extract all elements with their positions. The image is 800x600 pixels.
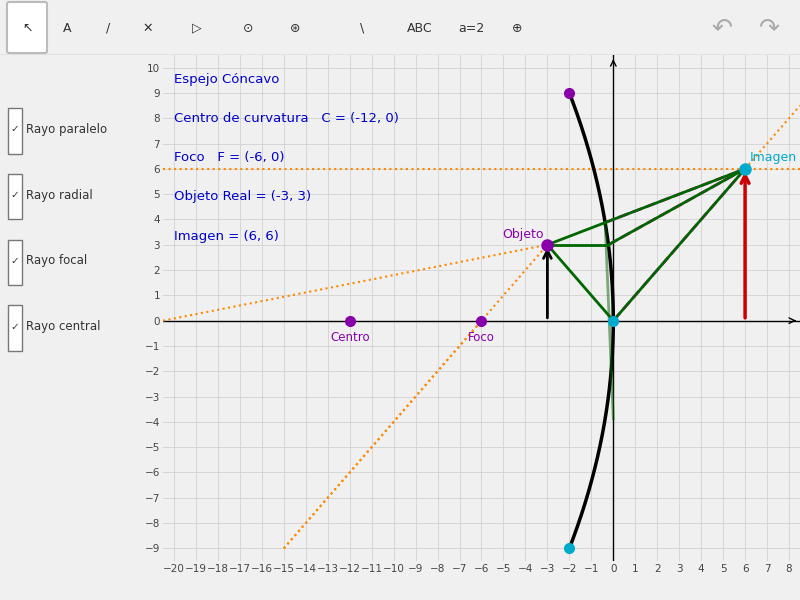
Text: A: A — [62, 22, 71, 34]
Text: Rayo central: Rayo central — [26, 320, 101, 333]
Text: Centro: Centro — [330, 331, 370, 344]
Text: Rayo radial: Rayo radial — [26, 188, 93, 202]
Text: ✓: ✓ — [10, 322, 19, 332]
Bar — [8, 174, 22, 220]
Text: Foco   F = (-6, 0): Foco F = (-6, 0) — [174, 151, 285, 164]
Text: /: / — [106, 22, 110, 34]
Text: ↶: ↶ — [711, 16, 733, 40]
Text: ↖: ↖ — [22, 22, 32, 34]
Text: ↷: ↷ — [759, 16, 781, 40]
Text: ✓: ✓ — [10, 190, 19, 200]
Text: ✓: ✓ — [10, 256, 19, 266]
FancyBboxPatch shape — [7, 2, 47, 53]
Text: Imagen: Imagen — [750, 151, 797, 164]
Text: \: \ — [360, 22, 364, 34]
Text: ⊙: ⊙ — [242, 22, 254, 34]
Bar — [8, 108, 22, 154]
Text: Rayo paralelo: Rayo paralelo — [26, 123, 107, 136]
Text: ⊛: ⊛ — [290, 22, 300, 34]
Bar — [8, 305, 22, 351]
Text: ⊕: ⊕ — [512, 22, 522, 34]
Text: a=2: a=2 — [458, 22, 484, 34]
Text: Espejo Cóncavo: Espejo Cóncavo — [174, 73, 279, 86]
Bar — [8, 239, 22, 285]
Text: ABC: ABC — [407, 22, 433, 34]
Text: Imagen = (6, 6): Imagen = (6, 6) — [174, 230, 279, 242]
Text: ✓: ✓ — [10, 124, 19, 134]
Text: Objeto Real = (-3, 3): Objeto Real = (-3, 3) — [174, 190, 311, 203]
Text: ✕: ✕ — [142, 22, 154, 34]
Text: Objeto: Objeto — [502, 228, 544, 241]
Text: Foco: Foco — [468, 331, 495, 344]
Text: ▷: ▷ — [192, 22, 202, 34]
Text: Rayo focal: Rayo focal — [26, 254, 87, 268]
Text: Centro de curvatura   C = (-12, 0): Centro de curvatura C = (-12, 0) — [174, 112, 399, 125]
